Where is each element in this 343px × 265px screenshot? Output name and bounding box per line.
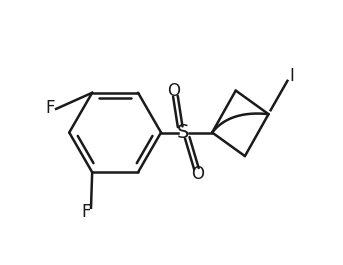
Text: O: O: [191, 165, 204, 183]
Text: S: S: [177, 123, 189, 142]
Text: O: O: [168, 82, 181, 100]
Text: F: F: [82, 204, 91, 222]
Text: I: I: [290, 67, 295, 85]
Text: F: F: [46, 99, 55, 117]
